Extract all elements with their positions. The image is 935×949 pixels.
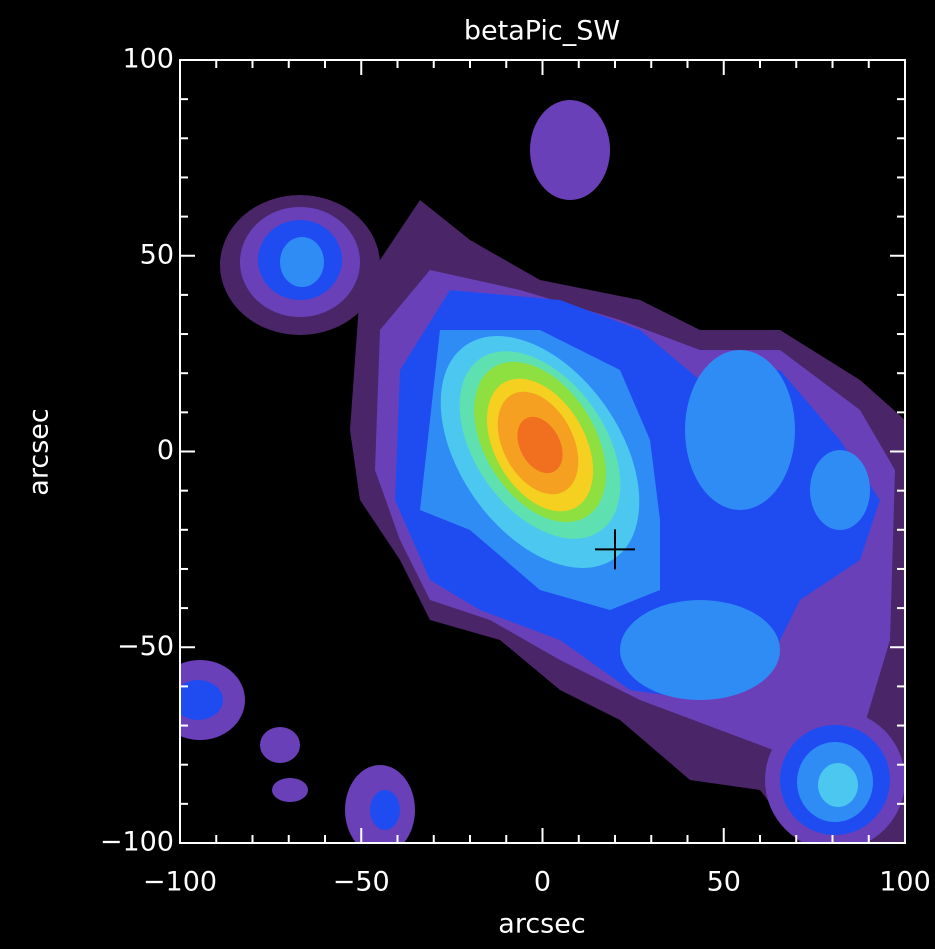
x-tick-label: −100 bbox=[143, 867, 217, 898]
x-tick-label: 0 bbox=[534, 867, 551, 898]
y-tick-label: 50 bbox=[140, 239, 174, 270]
y-tick-label: 100 bbox=[122, 44, 174, 75]
x-axis-label: arcsec bbox=[498, 909, 585, 940]
x-tick-label: 50 bbox=[707, 867, 741, 898]
x-tick-label: 100 bbox=[879, 867, 931, 898]
y-axis-label: arcsec bbox=[24, 408, 55, 495]
x-tick-label: −50 bbox=[333, 867, 390, 898]
y-tick-label: −50 bbox=[117, 631, 174, 662]
contour-field bbox=[180, 100, 905, 843]
y-tick-label: 0 bbox=[157, 435, 174, 466]
y-tick-label: −100 bbox=[100, 827, 174, 858]
chart-title: betaPic_SW bbox=[464, 16, 620, 47]
